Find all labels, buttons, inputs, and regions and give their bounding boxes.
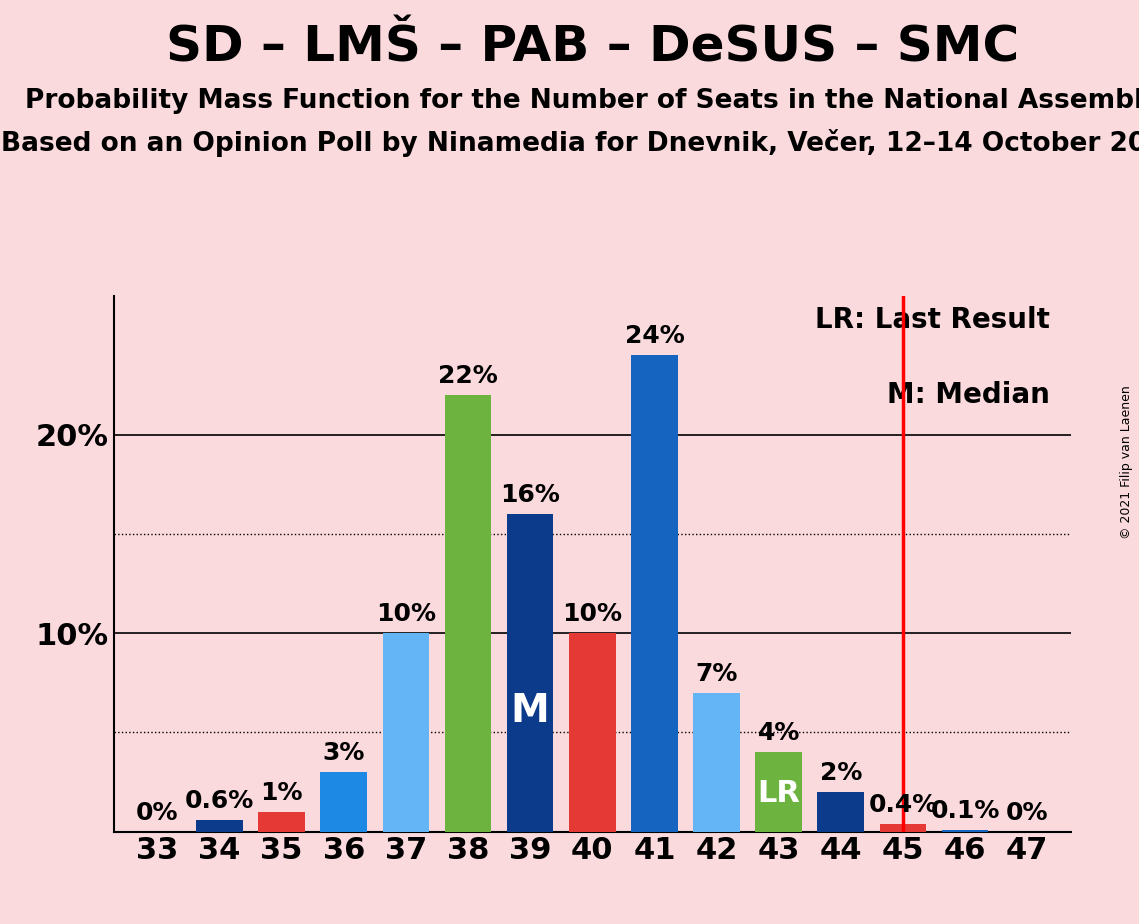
- Text: 4%: 4%: [757, 722, 800, 746]
- Text: 3%: 3%: [322, 741, 364, 765]
- Text: 2%: 2%: [820, 761, 862, 785]
- Text: 16%: 16%: [500, 483, 560, 507]
- Text: 1%: 1%: [261, 781, 303, 805]
- Bar: [383, 633, 429, 832]
- Bar: [879, 823, 926, 832]
- Text: LR: LR: [757, 779, 800, 808]
- Bar: [259, 812, 305, 832]
- Text: SD – LMŠ – PAB – DeSUS – SMC: SD – LMŠ – PAB – DeSUS – SMC: [165, 23, 1019, 71]
- Bar: [444, 395, 491, 832]
- Bar: [570, 633, 615, 832]
- Text: 0.4%: 0.4%: [868, 793, 937, 817]
- Text: 10%: 10%: [376, 602, 436, 626]
- Text: 0.1%: 0.1%: [931, 798, 1000, 822]
- Text: Based on an Opinion Poll by Ninamedia for Dnevnik, Večer, 12–14 October 2021: Based on an Opinion Poll by Ninamedia fo…: [1, 129, 1139, 157]
- Bar: [196, 820, 243, 832]
- Text: LR: Last Result: LR: Last Result: [814, 307, 1050, 334]
- Bar: [694, 693, 740, 832]
- Text: © 2021 Filip van Laenen: © 2021 Filip van Laenen: [1121, 385, 1133, 539]
- Bar: [631, 355, 678, 832]
- Bar: [755, 752, 802, 832]
- Text: 24%: 24%: [624, 324, 685, 348]
- Bar: [320, 772, 367, 832]
- Text: M: Median: M: Median: [887, 382, 1050, 409]
- Text: Probability Mass Function for the Number of Seats in the National Assembly: Probability Mass Function for the Number…: [25, 88, 1139, 114]
- Text: M: M: [510, 692, 549, 730]
- Text: 0%: 0%: [137, 801, 179, 824]
- Text: 22%: 22%: [439, 364, 498, 388]
- Bar: [507, 514, 554, 832]
- Text: 10%: 10%: [563, 602, 622, 626]
- Text: 7%: 7%: [695, 662, 738, 686]
- Bar: [942, 830, 989, 832]
- Bar: [818, 792, 865, 832]
- Text: 0%: 0%: [1006, 801, 1048, 824]
- Text: 0.6%: 0.6%: [185, 789, 254, 813]
